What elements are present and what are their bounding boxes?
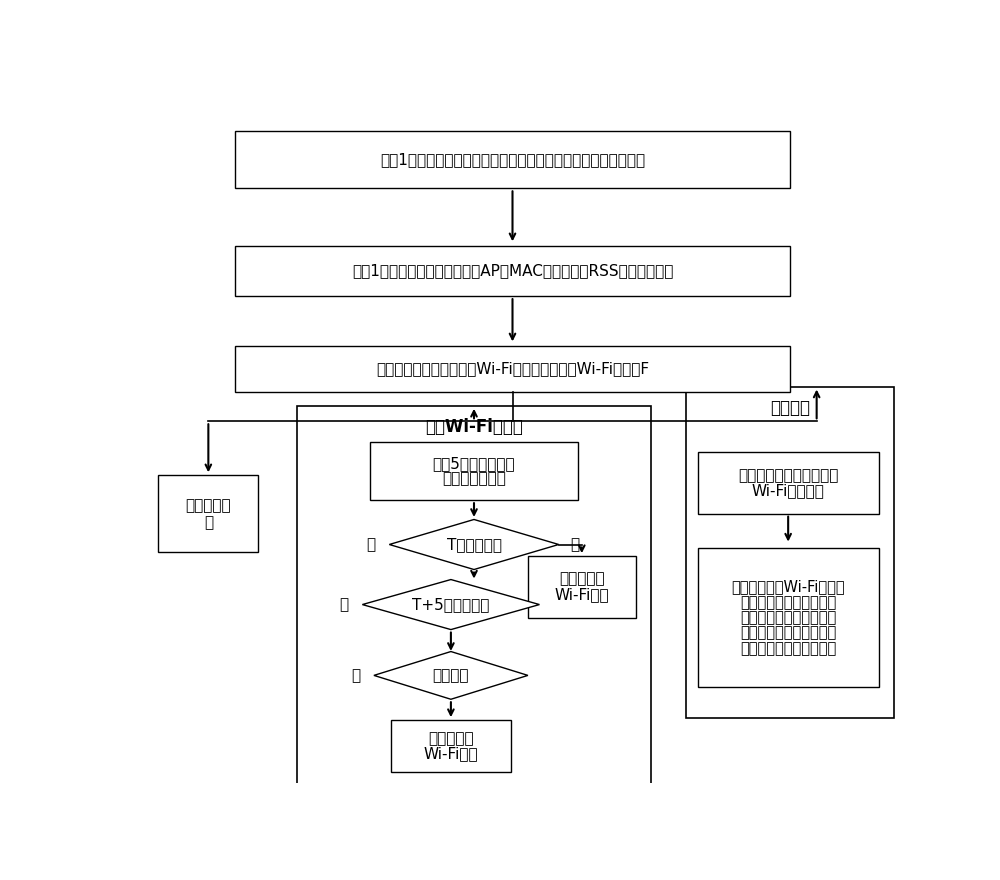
Text: 每隔1秒存储当前时刻利用惯性导航定位的定位结果和定位时间，: 每隔1秒存储当前时刻利用惯性导航定位的定位结果和定位时间， [380,152,645,167]
Text: 是: 是 [351,668,360,683]
Bar [698,548,879,687]
Text: Wi-Fi指纹定位: Wi-Fi指纹定位 [752,483,825,498]
Text: 是否静止: 是否静止 [433,668,469,683]
Bar [391,720,511,773]
Text: 删除过期指: 删除过期指 [186,498,231,513]
Text: 采集房间内的参考点采集Wi-Fi位置指纹，形成Wi-Fi指纹库F: 采集房间内的参考点采集Wi-Fi位置指纹，形成Wi-Fi指纹库F [376,362,649,377]
Text: T时刻房间内: T时刻房间内 [447,537,502,552]
Bar [235,130,790,188]
Text: 是: 是 [339,597,348,612]
Text: 对当前时刻待定位点进行: 对当前时刻待定位点进行 [738,467,838,483]
Text: 每隔5秒执行一次房: 每隔5秒执行一次房 [433,456,515,471]
Bar [698,452,879,514]
Text: 否: 否 [570,537,579,552]
Bar [297,406,651,791]
Polygon shape [374,651,528,700]
Text: 间内外判定算法: 间内外判定算法 [442,472,506,487]
Bar [370,443,578,500]
Text: Wi-Fi指纹: Wi-Fi指纹 [424,746,478,761]
Text: 位的定位结果和惯性导航: 位的定位结果和惯性导航 [740,595,836,610]
Text: 添加房间外: 添加房间外 [428,731,474,746]
Polygon shape [389,519,559,569]
Text: 更新Wi-Fi指纹库: 更新Wi-Fi指纹库 [425,419,523,436]
Text: T+5时刻房间内: T+5时刻房间内 [412,597,490,612]
Text: 定位的定位结果获取最终: 定位的定位结果获取最终 [740,610,836,625]
Bar [686,386,894,718]
Text: 定位位置，并作为下一次: 定位位置，并作为下一次 [740,626,836,641]
Text: 每隔1秒采集待定位点扫描到的AP的MAC地址、对应RSS值及采集时间: 每隔1秒采集待定位点扫描到的AP的MAC地址、对应RSS值及采集时间 [352,264,673,279]
Text: 是: 是 [366,537,375,552]
Polygon shape [362,580,539,629]
Text: 纹: 纹 [204,515,213,530]
Text: 混合定位: 混合定位 [770,400,810,417]
Bar [528,556,636,618]
Bar [158,475,258,553]
Text: 添加房间外: 添加房间外 [559,572,605,587]
Text: Wi-Fi指纹: Wi-Fi指纹 [554,587,609,602]
Text: 惯性导航定位的初始位置: 惯性导航定位的初始位置 [740,641,836,656]
Text: 利用当前时刻Wi-Fi指纹定: 利用当前时刻Wi-Fi指纹定 [731,579,845,594]
Bar [235,346,790,392]
Bar [235,246,790,297]
